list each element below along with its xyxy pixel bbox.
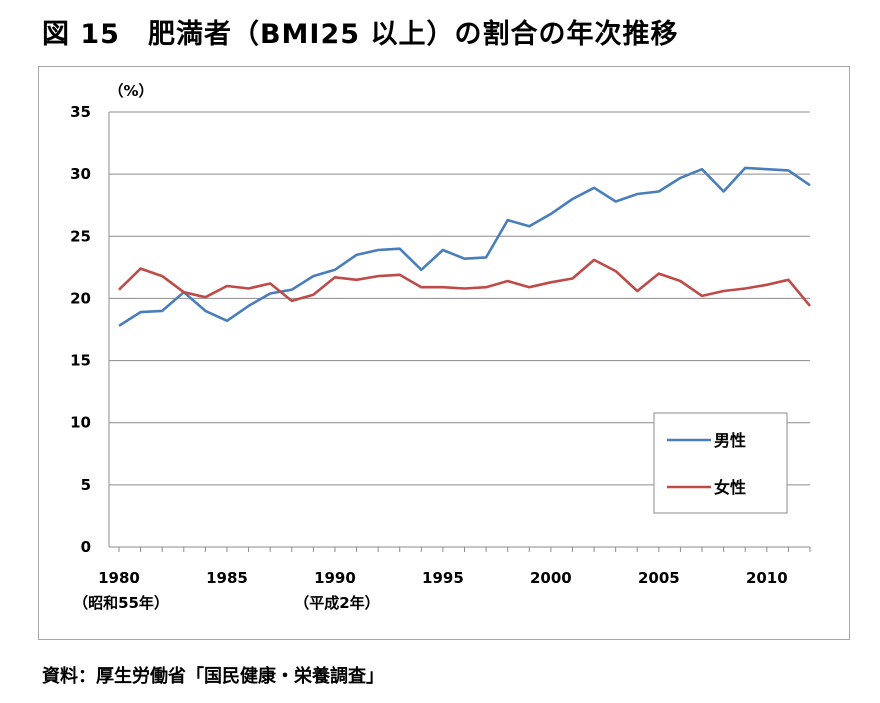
y-tick-labels: 0 5 10 15 20 25 30 35 (70, 103, 91, 556)
y-tick-label: 25 (70, 227, 91, 245)
y-tick-label: 20 (70, 289, 91, 307)
y-tick-label: 35 (70, 103, 91, 121)
y-axis-unit-label: （%） (108, 82, 153, 100)
y-tick-label: 30 (70, 165, 91, 183)
series-line-male (118, 166, 811, 327)
x-sublabel: （昭和55年） (73, 594, 169, 612)
x-tick-label: 1980 (98, 569, 140, 587)
x-tick-label: 1985 (206, 569, 248, 587)
x-tick-label: 2005 (638, 569, 680, 587)
chart-frame (38, 66, 850, 640)
y-tick-label: 10 (70, 414, 91, 432)
series-lines (118, 166, 812, 327)
legend-label: 男性 (714, 431, 746, 450)
x-sublabel: （平成2年） (294, 594, 379, 612)
x-tick-label: 2010 (746, 569, 788, 587)
legend-box (653, 412, 788, 514)
x-tick-label: 1990 (314, 569, 356, 587)
x-tick-labels: 1980 1985 1990 1995 2000 2005 2010 （昭和55年） （平成2年… (73, 569, 788, 612)
chart-title: 図 15 肥満者（BMI25 以上）の割合の年次推移 (42, 19, 679, 50)
x-tick-label: 1995 (422, 569, 464, 587)
series-line-female (118, 258, 812, 307)
axes (108, 112, 811, 552)
source-note: 資料：厚生労働省「国民健康・栄養調査」 (42, 666, 384, 687)
y-tick-label: 15 (70, 352, 91, 370)
x-tick-label: 2000 (530, 569, 572, 587)
y-tick-label: 0 (81, 538, 91, 556)
y-tick-label: 5 (81, 476, 91, 494)
legend-label: 女性 (714, 478, 746, 497)
